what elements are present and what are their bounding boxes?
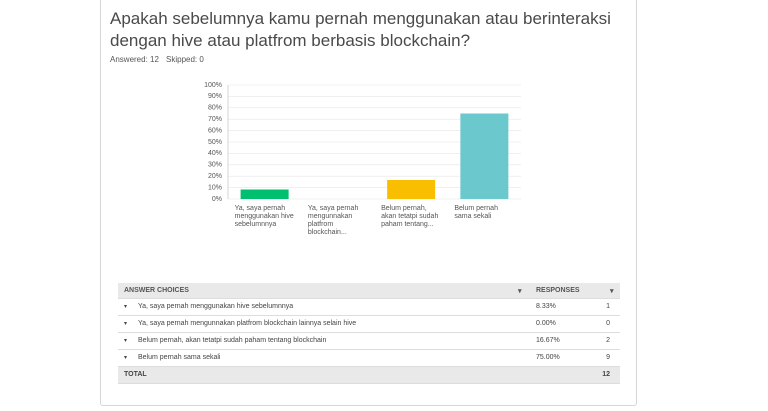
bar	[240, 189, 289, 199]
response-count: 1	[606, 303, 610, 310]
answer-choice: Belum pernah, akan tetatpi sudah paham t…	[138, 337, 327, 344]
skipped-count: Skipped: 0	[166, 55, 204, 64]
x-tick-label: Belum pernah sama sekali	[454, 205, 498, 220]
bar	[387, 179, 436, 199]
y-tick-label: 0%	[212, 196, 222, 203]
y-tick-label: 90%	[208, 93, 222, 100]
response-percent: 75.00%	[536, 354, 560, 361]
total-label: TOTAL	[124, 371, 147, 378]
answered-count: Answered: 12	[110, 55, 159, 64]
response-count: 0	[606, 320, 610, 327]
y-tick-label: 60%	[208, 127, 222, 134]
table-total: TOTAL 12	[118, 367, 620, 384]
response-percent: 16.67%	[536, 337, 560, 344]
x-tick-label: Belum pernah, akan tetatpi sudah paham t…	[381, 205, 439, 228]
x-tick-label: Ya, saya pernah menggunakan hive sebelum…	[234, 205, 294, 228]
expand-caret: ▾	[124, 321, 128, 327]
question-title: Apakah sebelumnya kamu pernah menggunaka…	[110, 9, 611, 50]
answer-choice: Belum pernah sama sekali	[138, 354, 221, 361]
y-tick-label: 100%	[204, 82, 222, 89]
response-percent: 0.00%	[536, 320, 556, 327]
x-tick-label: Ya, saya pernah mengunnakan platfrom blo…	[307, 205, 359, 236]
answer-choice: Ya, saya pernah mengunnakan platfrom blo…	[138, 320, 357, 327]
y-tick-label: 30%	[208, 162, 222, 169]
table-row: ▾ Ya, saya pernah mengunnakan platfrom bl…	[118, 316, 620, 333]
y-tick-label: 50%	[208, 139, 222, 146]
table-row: ▾ Ya, saya pernah menggunakan hive sebelu…	[118, 299, 620, 316]
table-row: ▾ Belum pernah sama sekali 75.00% 9	[118, 350, 620, 367]
y-tick-label: 10%	[208, 184, 222, 191]
table-header: ANSWER CHOICES ▾ RESPONSES ▾	[118, 283, 620, 299]
question-card	[100, 0, 637, 406]
bar	[460, 113, 509, 199]
table-row: ▾ Belum pernah, akan tetatpi sudah paham …	[118, 333, 620, 350]
answer-table: ANSWER CHOICES ▾ RESPONSES ▾ ▾ Ya, saya perna…	[118, 283, 620, 384]
response-count: 2	[606, 337, 610, 344]
total-count: 12	[602, 371, 610, 378]
sort-icon: ▾	[610, 288, 614, 295]
expand-caret: ▾	[124, 338, 128, 344]
answer-choice: Ya, saya pernah menggunakan hive sebelum…	[138, 303, 294, 310]
response-count: 9	[606, 354, 610, 361]
response-percent: 8.33%	[536, 303, 556, 310]
y-tick-label: 80%	[208, 105, 222, 112]
y-tick-label: 40%	[208, 150, 222, 157]
expand-caret: ▾	[124, 304, 128, 310]
y-tick-label: 70%	[208, 116, 222, 123]
sort-icon[interactable]: ▾	[518, 288, 522, 295]
header-cell: RESPONSES	[536, 287, 580, 294]
y-tick-label: 20%	[208, 173, 222, 180]
expand-caret: ▾	[124, 355, 128, 361]
header-cell: ANSWER CHOICES	[124, 287, 189, 294]
